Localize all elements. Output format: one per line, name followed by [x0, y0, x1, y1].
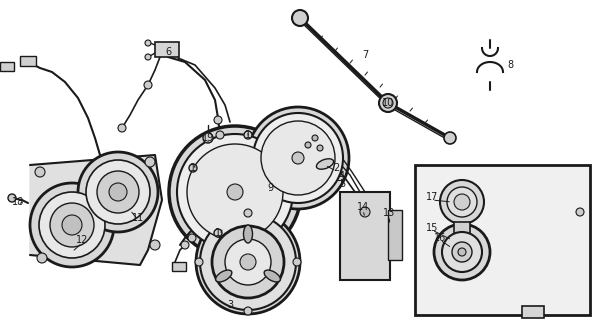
- Circle shape: [247, 107, 349, 209]
- Circle shape: [212, 226, 284, 298]
- Text: 17: 17: [426, 192, 438, 202]
- Bar: [0, 62, 14, 71]
- Circle shape: [169, 126, 301, 258]
- Text: 7: 7: [362, 50, 368, 60]
- Text: 1: 1: [190, 163, 196, 173]
- Bar: [20, 56, 36, 66]
- Circle shape: [86, 160, 150, 224]
- Circle shape: [189, 164, 197, 172]
- Circle shape: [312, 135, 318, 141]
- Circle shape: [177, 134, 293, 250]
- Circle shape: [444, 132, 456, 144]
- Circle shape: [144, 81, 152, 89]
- Bar: [454, 222, 470, 254]
- Circle shape: [244, 209, 252, 217]
- Text: 1: 1: [245, 130, 251, 140]
- Circle shape: [196, 210, 300, 314]
- Bar: [340, 192, 390, 280]
- Circle shape: [50, 203, 94, 247]
- Text: 14: 14: [357, 202, 369, 212]
- Text: 5: 5: [339, 179, 345, 189]
- Text: 8: 8: [507, 60, 513, 70]
- Circle shape: [447, 187, 477, 217]
- Text: 19: 19: [202, 133, 214, 143]
- Circle shape: [227, 184, 243, 200]
- Circle shape: [293, 258, 301, 266]
- Circle shape: [292, 152, 304, 164]
- Circle shape: [188, 234, 196, 242]
- Text: 1: 1: [215, 228, 221, 238]
- Circle shape: [145, 54, 151, 60]
- Circle shape: [150, 240, 160, 250]
- Circle shape: [181, 241, 189, 249]
- Circle shape: [240, 254, 256, 270]
- Circle shape: [225, 239, 271, 285]
- Circle shape: [214, 229, 222, 237]
- Ellipse shape: [264, 270, 280, 282]
- Circle shape: [305, 142, 311, 148]
- Circle shape: [203, 133, 213, 143]
- Circle shape: [383, 98, 393, 108]
- Circle shape: [37, 253, 47, 263]
- Circle shape: [62, 215, 82, 235]
- Circle shape: [8, 194, 16, 202]
- Circle shape: [118, 124, 126, 132]
- Circle shape: [214, 116, 222, 124]
- Circle shape: [109, 183, 127, 201]
- Circle shape: [145, 40, 151, 46]
- Circle shape: [261, 121, 335, 195]
- Bar: [155, 42, 179, 57]
- Bar: [522, 306, 544, 318]
- Circle shape: [78, 152, 158, 232]
- Circle shape: [440, 180, 484, 224]
- Circle shape: [292, 10, 308, 26]
- Polygon shape: [30, 155, 162, 265]
- Circle shape: [379, 94, 397, 112]
- Circle shape: [187, 144, 283, 240]
- Text: 16: 16: [434, 233, 446, 243]
- Circle shape: [317, 145, 323, 151]
- Ellipse shape: [317, 159, 334, 169]
- Text: 12: 12: [76, 235, 88, 245]
- Bar: [388, 210, 402, 260]
- Circle shape: [458, 248, 466, 256]
- Bar: [172, 262, 186, 271]
- Circle shape: [30, 183, 114, 267]
- Text: 4: 4: [339, 171, 345, 181]
- Circle shape: [442, 232, 482, 272]
- Circle shape: [35, 167, 45, 177]
- Text: 2: 2: [333, 163, 339, 173]
- Circle shape: [452, 242, 472, 262]
- Text: 10: 10: [382, 98, 394, 108]
- Circle shape: [195, 258, 203, 266]
- Circle shape: [244, 131, 252, 139]
- Circle shape: [39, 192, 105, 258]
- Circle shape: [253, 113, 343, 203]
- Text: 15: 15: [426, 223, 438, 233]
- Circle shape: [216, 131, 224, 139]
- Text: 18: 18: [12, 197, 24, 207]
- Text: 6: 6: [165, 47, 171, 57]
- Bar: [415, 165, 590, 315]
- Circle shape: [97, 171, 139, 213]
- Ellipse shape: [244, 225, 252, 243]
- Text: 13: 13: [383, 208, 395, 218]
- Text: 9: 9: [267, 183, 273, 193]
- Circle shape: [434, 224, 490, 280]
- Circle shape: [145, 157, 155, 167]
- Circle shape: [576, 208, 584, 216]
- Text: 3: 3: [227, 300, 233, 310]
- Circle shape: [360, 207, 370, 217]
- Text: 11: 11: [132, 213, 144, 223]
- Circle shape: [454, 194, 470, 210]
- Circle shape: [244, 307, 252, 315]
- Ellipse shape: [216, 270, 232, 282]
- Circle shape: [200, 214, 296, 310]
